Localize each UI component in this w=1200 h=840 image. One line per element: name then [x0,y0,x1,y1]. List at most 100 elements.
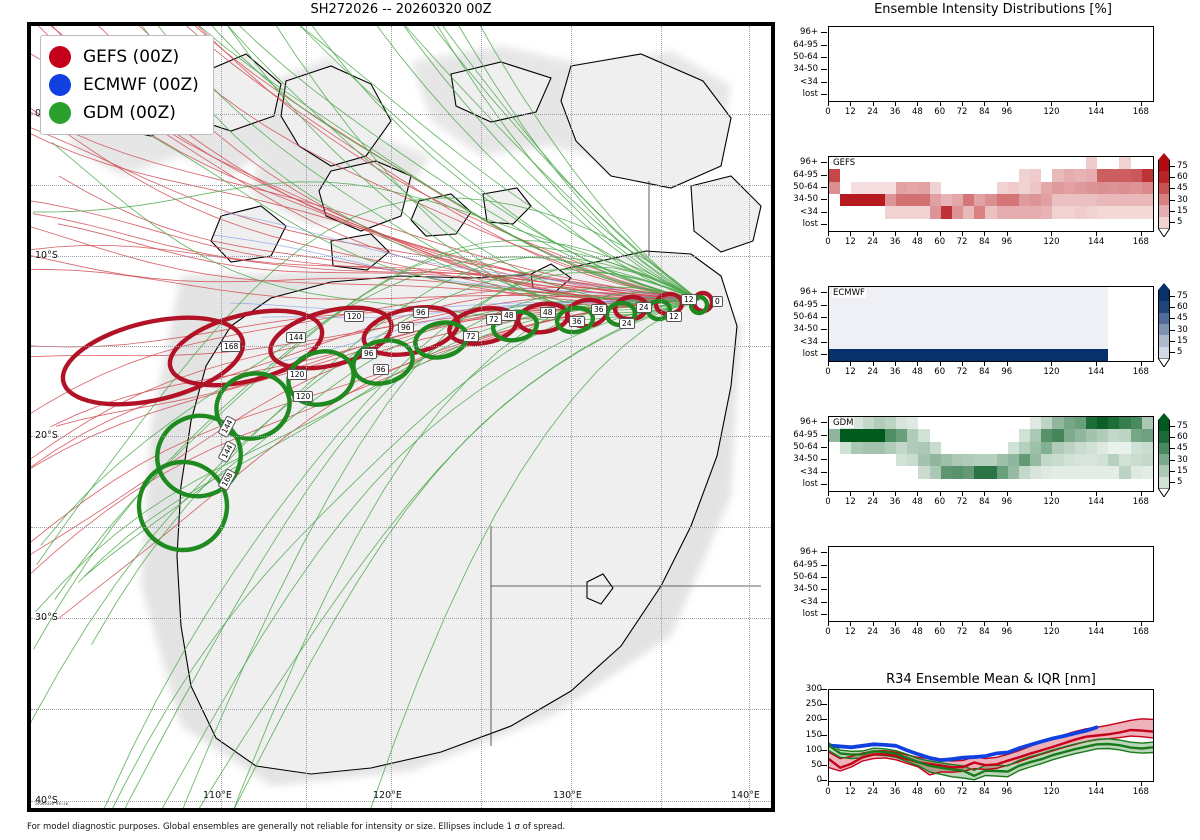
grid-longitude [749,26,750,808]
heatmap-cell [840,336,852,349]
heatmap-cell [997,429,1008,441]
heatmap-cell [1130,181,1142,194]
intensity-x-tick [962,232,964,236]
heatmap-cell [1030,479,1041,491]
r34-plot-area[interactable] [828,689,1154,782]
heatmap-cell [1063,324,1075,337]
heatmap-cell [1108,299,1119,311]
intensity-plot-area[interactable]: GEFS [828,156,1154,232]
intensity-x-label: 48 [911,497,923,507]
heatmap-cell [1063,194,1075,207]
intensity-x-tick [962,362,964,366]
heatmap-cell [874,219,885,231]
forecast-hour-label: 120 [287,369,308,380]
intensity-y-tick [821,353,827,355]
heatmap-cell [1085,441,1098,454]
heatmap-cell [1131,349,1142,361]
heatmap-cell [1074,336,1086,349]
r34-x-tick [962,782,964,786]
map-legend[interactable]: GEFS (00Z) ECMWF (00Z) GDM (00Z) [40,35,214,135]
heatmap-cell [840,194,852,207]
legend-item-gdm[interactable]: GDM (00Z) [49,99,199,127]
intensity-panel-gdm[interactable]: 96+ 64-95 50-64 34-50 <34 lost GDM 0 12 24 36 48 60 7… [786,412,1200,516]
intensity-plot-area[interactable]: GDM [828,416,1154,492]
intensity-panel-ecmwf[interactable]: 96+ 64-95 50-64 34-50 <34 lost ECMWF 0 12 24 36 48 6… [786,282,1200,386]
intensity-x-label: 36 [889,367,901,377]
r34-lines [829,718,1153,781]
colorbar-tick [1170,459,1175,461]
legend-item-ecmwf[interactable]: ECMWF (00Z) [49,71,199,99]
heatmap-cell [929,181,941,194]
intensity-x-tick [850,492,852,496]
heatmap-cell [1119,194,1131,207]
colorbar-label: 15 [1177,336,1188,346]
forecast-hour-label: 24 [619,318,635,329]
heatmap-cell [862,429,874,442]
intensity-plot-area[interactable]: ECMWF [828,286,1154,362]
heatmap-cell [1119,287,1130,299]
heatmap-cell [885,454,896,466]
heatmap-cell [851,429,863,442]
heatmap-cell [985,348,997,361]
heatmap-cell [829,454,840,466]
heatmap-cell [974,206,986,219]
colorbar-tick [1170,211,1175,212]
intensity-plot-area[interactable] [828,546,1154,622]
intensity-x-tick [1096,102,1098,106]
heatmap-cell [974,299,986,312]
intensity-y-label: 96+ [800,547,818,558]
intensity-y-label: 50-64 [793,571,818,582]
r34-y-label: 150 [805,729,822,740]
heatmap-cell [873,311,885,324]
ecmwf-color-swatch [49,74,71,96]
footnote-text: For model diagnostic purposes. Global en… [27,822,566,832]
heatmap-cell [1108,466,1120,479]
heatmap-cell [840,348,852,361]
intensity-x-label: 0 [825,237,831,247]
r34-y-label: 300 [805,684,822,694]
colorbar-tick [1170,341,1175,342]
heatmap-cell [851,417,863,430]
heatmap-cell [952,479,963,491]
lon-label: 110°E [203,790,232,801]
heatmap-cell [1141,417,1153,430]
heatmap-cell [963,182,974,194]
heatmap-cell [907,454,919,467]
heatmap-cell [1019,219,1030,231]
heatmap-cell [974,311,986,324]
intensity-panel-empty-4[interactable]: 96+ 64-95 50-64 34-50 <34 lost 0 12 24 36 48 60 72 84… [786,542,1200,646]
heatmap-cell [1008,479,1019,491]
intensity-x-tick [1096,492,1098,496]
intensity-x-tick [895,622,897,626]
legend-item-gefs[interactable]: GEFS (00Z) [49,43,199,71]
heatmap-cell [929,206,941,219]
intensity-panel-empty-0[interactable]: 96+ 64-95 50-64 34-50 <34 lost 0 12 24 36 48 60 72 84… [786,22,1200,126]
intensity-model-label: GEFS [832,158,857,168]
heatmap-cell [863,157,874,169]
heatmap-cell [1018,454,1031,467]
heatmap-cell [840,479,851,491]
heatmap-cell [918,429,930,442]
intensity-panel-gefs[interactable]: 96+ 64-95 50-64 34-50 <34 lost GEFS 0 12 24 36 48 60… [786,152,1200,256]
heatmap-cell [1075,219,1086,231]
heatmap-cell [918,336,930,349]
heatmap-cell [1130,194,1142,207]
heatmap-cell [1074,169,1086,182]
heatmap-cell [1052,417,1064,430]
intensity-y-label: 50-64 [793,181,818,192]
heatmap-cell [940,206,952,219]
heatmap-cell [1074,206,1086,219]
intensity-plot-area[interactable] [828,26,1154,102]
heatmap-cell [940,348,952,361]
heatmap-cell [974,336,986,349]
heatmap-cell [862,181,874,194]
heatmap-cell [1119,429,1131,442]
intensity-y-label: 64-95 [793,299,818,310]
heatmap-cell [863,219,874,231]
heatmap-cell [884,181,897,194]
r34-panel[interactable]: R34 Ensemble Mean & IQR [nm] 0 50 100 150 20… [786,672,1200,840]
heatmap-cell [974,219,985,231]
r34-x-label: 36 [889,787,901,797]
